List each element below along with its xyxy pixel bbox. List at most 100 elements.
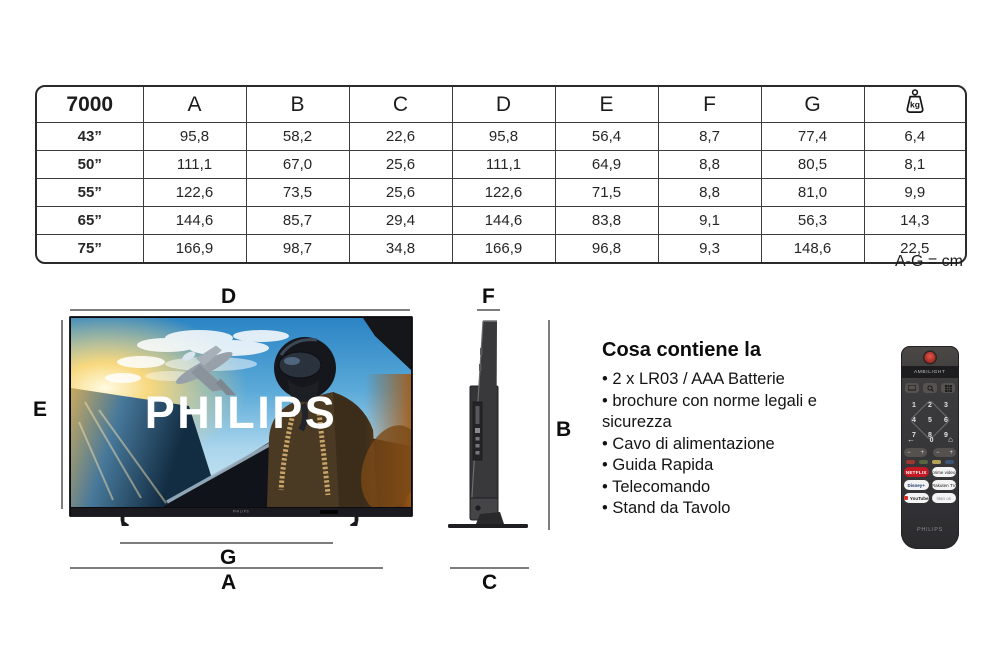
- home-icon: ⌂: [948, 435, 953, 444]
- dimension-value-cell: 64,9: [554, 150, 658, 179]
- remote-digit-8: 8: [928, 432, 932, 439]
- size-label-cell: 43”: [37, 122, 143, 151]
- table-header-row: 7000 A B C D E F G kg: [37, 87, 965, 123]
- remote-app-button-titan-os: titan os: [931, 493, 956, 503]
- spec-table-row: 65” 144,6 85,7 29,4 144,6 83,8 9,1 56,3 14,3: [37, 206, 965, 235]
- remote-digit-6: 6: [944, 417, 948, 424]
- dimension-value-cell: 77,4: [760, 122, 864, 151]
- box-item-remote: Telecomando: [602, 477, 854, 499]
- spec-table-row: 50” 111,1 67,0 25,6 111,1 64,9 8,8 80,5 8,1: [37, 150, 965, 179]
- dimension-value-cell: 166,9: [142, 234, 246, 262]
- dimension-value-cell: 14,3: [863, 206, 965, 235]
- col-header-c: C: [348, 87, 452, 123]
- remote-streaming-grid: NETFLIX prime video Disney+ Rakuten TV YouTu…: [904, 467, 956, 503]
- dimension-value-cell: 144,6: [451, 206, 555, 235]
- dimensions-table: 7000 A B C D E F G kg: [35, 85, 967, 264]
- box-item-stand: Stand da Tavolo: [602, 498, 854, 520]
- svg-text:kg: kg: [910, 100, 920, 110]
- dimension-value-cell: 81,0: [760, 178, 864, 207]
- remote-digit-2: 2: [928, 402, 932, 409]
- remote-ambilight-band: AMBILIGHT: [901, 366, 959, 378]
- dimension-value-cell: 56,4: [554, 122, 658, 151]
- dim-line-e: [61, 320, 63, 509]
- dimension-value-cell: 148,6: [760, 234, 864, 262]
- canopy-rail: [166, 433, 288, 504]
- pilot-visor: [278, 351, 322, 379]
- dimension-value-cell: 25,6: [348, 178, 452, 207]
- dim-line-f: [477, 309, 500, 311]
- col-header-d: D: [451, 87, 555, 123]
- spec-table-row: 55” 122,6 73,5 25,6 122,6 71,5 8,8 81,0 9,9: [37, 178, 965, 207]
- dimensions-table-grid: 7000 A B C D E F G kg: [37, 87, 965, 262]
- box-contents-title: Cosa contiene la: [602, 339, 761, 361]
- ambilight-label: AMBILIGHT: [914, 369, 946, 375]
- ocean: [71, 388, 221, 507]
- dimension-value-cell: 8,1: [863, 150, 965, 179]
- dim-label-f: F: [482, 285, 495, 308]
- box-item-power-cable: Cavo di alimentazione: [602, 434, 854, 456]
- size-label-cell: 50”: [37, 150, 143, 179]
- dimension-value-cell: 95,8: [142, 122, 246, 151]
- dimension-value-cell: 6,4: [863, 122, 965, 151]
- channel-minus: −: [936, 449, 940, 456]
- dimension-value-cell: 73,5: [245, 178, 349, 207]
- dim-line-d: [70, 309, 410, 311]
- remote-digit-7: 7: [912, 432, 916, 439]
- stand-neck: [476, 512, 504, 524]
- remote-shortcut-row: [905, 383, 955, 393]
- dimension-value-cell: 85,7: [245, 206, 349, 235]
- remote-rocker-row: − + − +: [904, 448, 956, 457]
- fighter-jet: [175, 345, 237, 396]
- units-note: A-G = cm: [894, 253, 963, 270]
- remote-digit-9: 9: [944, 432, 948, 439]
- bezel-philips-logo: PHILIPS: [232, 510, 250, 514]
- remote-digit-grid: 1 2 3 4 5 6 7 8 9: [906, 398, 954, 443]
- oxygen-mask: [287, 378, 319, 402]
- dimension-value-cell: 9,3: [657, 234, 761, 262]
- dim-label-e: E: [33, 398, 48, 421]
- dimension-value-cell: 9,1: [657, 206, 761, 235]
- remote-power-button: [924, 352, 936, 363]
- remote-app-button-prime-video: prime video: [931, 467, 956, 477]
- col-header-g: G: [760, 87, 864, 123]
- dimension-value-cell: 83,8: [554, 206, 658, 235]
- dim-label-a: A: [221, 571, 237, 594]
- color-key-green: [919, 460, 928, 464]
- model-series-label: 7000: [66, 92, 114, 116]
- channel-plus: +: [949, 449, 953, 456]
- remote-philips-logo: PHILIPS: [917, 526, 943, 533]
- volume-rocker: − +: [904, 448, 927, 457]
- remote-digit-1: 1: [912, 402, 916, 409]
- col-header-a: A: [142, 87, 246, 123]
- volume-minus: −: [907, 449, 911, 456]
- back-arrow-icon: ←: [907, 435, 915, 444]
- remote-digit-3: 3: [944, 402, 948, 409]
- remote-app-button-rakuten-tv: Rakuten TV: [931, 480, 956, 490]
- tv-bottom-bezel: PHILIPS: [71, 508, 411, 516]
- dimension-value-cell: 96,8: [554, 234, 658, 262]
- box-contents-section: Cosa contiene la 2 x LR03 / AAA Batterie…: [602, 339, 854, 520]
- dim-line-g: [120, 542, 333, 544]
- remote-apps-button: [941, 383, 955, 393]
- dim-line-a: [70, 567, 383, 569]
- remote-control: AMBILIGHT 1 2 3 4 5 6 7 8 9 ← 0 ⌂ − +: [901, 346, 959, 549]
- dimension-value-cell: 22,6: [348, 122, 452, 151]
- screen-philips-logo: PHILIPS: [145, 387, 338, 438]
- remote-app-button-disney-: Disney+: [904, 480, 929, 490]
- dimension-value-cell: 8,7: [657, 122, 761, 151]
- stand-base: [448, 524, 528, 528]
- dimension-value-cell: 111,1: [142, 150, 246, 179]
- dimension-value-cell: 22,5: [863, 234, 965, 262]
- tv-left-foot: [120, 516, 129, 526]
- spec-table-row: 75” 166,9 98,7 34,8 166,9 96,8 9,3 148,6 22,5: [37, 234, 965, 262]
- side-panel: [471, 321, 497, 514]
- remote-nav-row: ← 0 ⌂: [907, 434, 953, 446]
- dimension-value-cell: 8,8: [657, 178, 761, 207]
- tv-screen-artwork: PHILIPS: [71, 318, 411, 507]
- tv-side-view: [448, 320, 528, 528]
- box-item-quick-guide: Guida Rapida: [602, 455, 854, 477]
- dimension-value-cell: 166,9: [451, 234, 555, 262]
- remote-digit-0: 0: [929, 436, 934, 444]
- size-label-cell: 75”: [37, 234, 143, 262]
